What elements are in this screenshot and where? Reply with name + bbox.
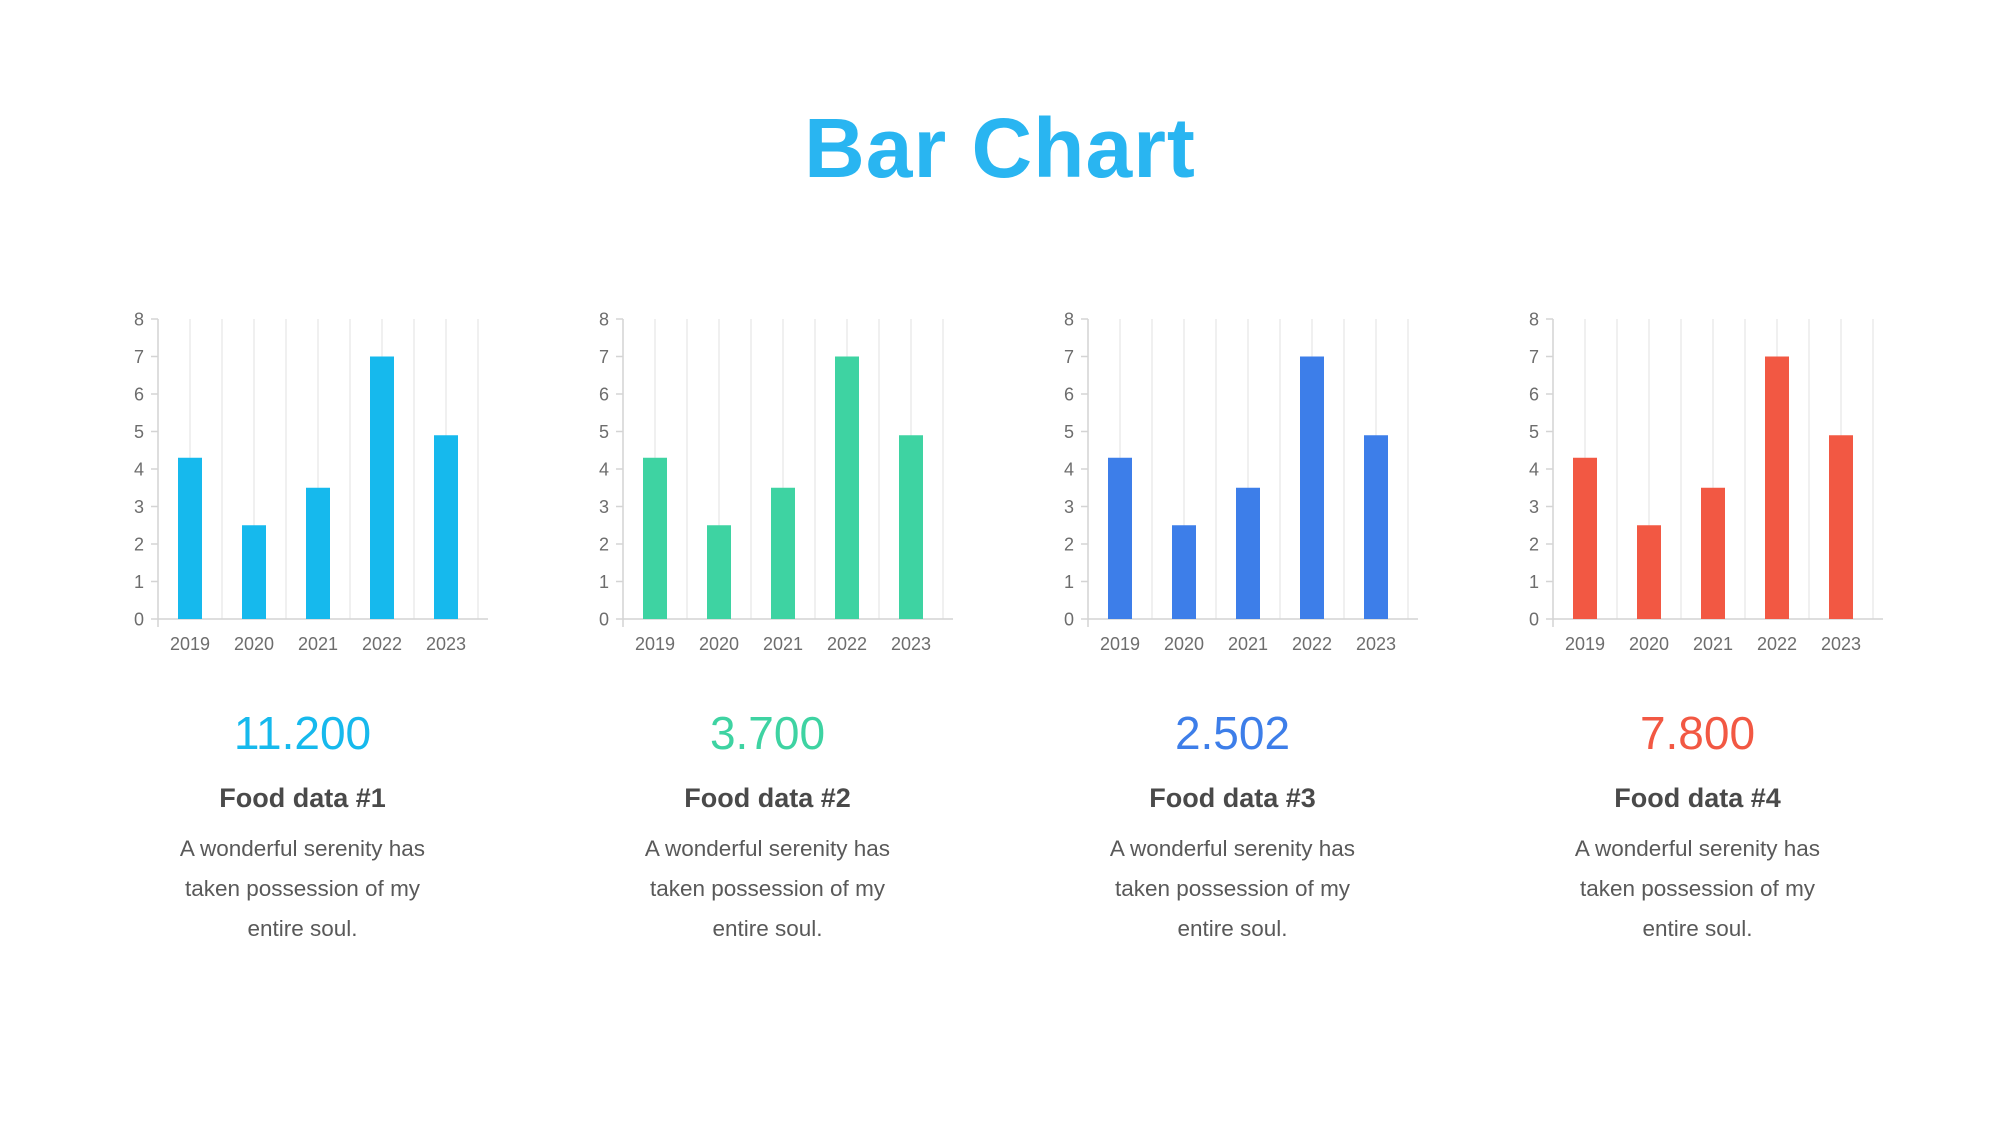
svg-text:3: 3 — [598, 497, 608, 517]
svg-text:7: 7 — [598, 347, 608, 367]
svg-text:6: 6 — [1528, 385, 1538, 405]
bar-chart: 0 1 2 3 4 5 6 7 8 2019 2020 2021 2022 2023 — [598, 310, 953, 654]
svg-text:8: 8 — [598, 310, 608, 330]
svg-text:8: 8 — [1063, 310, 1073, 330]
svg-text:2022: 2022 — [1756, 634, 1796, 654]
svg-text:2019: 2019 — [169, 634, 209, 654]
card-description: A wonderful serenity has taken possessio… — [644, 836, 891, 942]
svg-text:5: 5 — [1063, 422, 1073, 442]
svg-text:2020: 2020 — [698, 634, 738, 654]
svg-text:6: 6 — [133, 385, 143, 405]
metric-value: 2.502 — [1174, 707, 1291, 759]
page-title: Bar Chart — [804, 101, 1196, 195]
svg-text:2021: 2021 — [297, 634, 337, 654]
svg-text:0: 0 — [598, 610, 608, 630]
svg-text:7: 7 — [1063, 347, 1073, 367]
svg-text:1: 1 — [1528, 572, 1538, 592]
slide: Bar Chart 0 1 2 3 4 5 6 7 8 2019 2020 2021 2022 2023 … — [0, 96, 2000, 1125]
svg-text:2023: 2023 — [890, 634, 930, 654]
svg-text:4: 4 — [1528, 460, 1538, 480]
card-title: Food data #1 — [219, 783, 386, 814]
svg-text:1: 1 — [133, 572, 143, 592]
svg-text:2021: 2021 — [1227, 634, 1267, 654]
bar-chart: 0 1 2 3 4 5 6 7 8 2019 2020 2021 2022 2023 — [1528, 310, 1883, 654]
bar-chart: 0 1 2 3 4 5 6 7 8 2019 2020 2021 2022 2023 — [133, 310, 488, 654]
svg-text:3: 3 — [1528, 497, 1538, 517]
card-description: A wonderful serenity has taken possessio… — [179, 836, 426, 942]
chart-card: 0 1 2 3 4 5 6 7 8 2019 2020 2021 2022 2023 11.200 Foo… — [70, 309, 535, 949]
svg-text:2: 2 — [598, 535, 608, 555]
svg-text:1: 1 — [1063, 572, 1073, 592]
metric-value: 11.200 — [233, 707, 372, 759]
svg-text:5: 5 — [1528, 422, 1538, 442]
svg-text:2: 2 — [1528, 535, 1538, 555]
svg-text:7: 7 — [1528, 347, 1538, 367]
svg-text:2021: 2021 — [762, 634, 802, 654]
svg-text:2023: 2023 — [1355, 634, 1395, 654]
svg-text:2021: 2021 — [1692, 634, 1732, 654]
svg-text:2020: 2020 — [1628, 634, 1668, 654]
svg-text:2023: 2023 — [425, 634, 465, 654]
svg-text:1: 1 — [598, 572, 608, 592]
svg-text:5: 5 — [133, 422, 143, 442]
svg-text:2: 2 — [1063, 535, 1073, 555]
card-title: Food data #4 — [1614, 783, 1781, 814]
svg-text:6: 6 — [1063, 385, 1073, 405]
svg-text:3: 3 — [133, 497, 143, 517]
svg-text:4: 4 — [133, 460, 143, 480]
bar-chart: 0 1 2 3 4 5 6 7 8 2019 2020 2021 2022 2023 — [1063, 310, 1418, 654]
svg-text:2019: 2019 — [1099, 634, 1139, 654]
svg-text:6: 6 — [598, 385, 608, 405]
svg-text:2023: 2023 — [1820, 634, 1860, 654]
svg-text:5: 5 — [598, 422, 608, 442]
card-description: A wonderful serenity has taken possessio… — [1109, 836, 1356, 942]
chart-card: 0 1 2 3 4 5 6 7 8 2019 2020 2021 2022 2023 7.800 Food… — [1465, 309, 1930, 949]
svg-text:2020: 2020 — [233, 634, 273, 654]
svg-text:2: 2 — [133, 535, 143, 555]
svg-text:2019: 2019 — [634, 634, 674, 654]
metric-value: 3.700 — [709, 707, 826, 759]
svg-text:3: 3 — [1063, 497, 1073, 517]
svg-text:8: 8 — [1528, 310, 1538, 330]
chart-card: 0 1 2 3 4 5 6 7 8 2019 2020 2021 2022 2023 2.502 Food… — [1000, 309, 1465, 949]
card-title: Food data #2 — [684, 783, 851, 814]
svg-text:0: 0 — [1063, 610, 1073, 630]
svg-text:2020: 2020 — [1163, 634, 1203, 654]
svg-text:8: 8 — [133, 310, 143, 330]
card-title: Food data #3 — [1149, 783, 1316, 814]
svg-text:2022: 2022 — [1291, 634, 1331, 654]
svg-text:4: 4 — [598, 460, 608, 480]
svg-text:0: 0 — [1528, 610, 1538, 630]
svg-text:2019: 2019 — [1564, 634, 1604, 654]
svg-text:2022: 2022 — [826, 634, 866, 654]
svg-text:7: 7 — [133, 347, 143, 367]
svg-text:4: 4 — [1063, 460, 1073, 480]
svg-text:0: 0 — [133, 610, 143, 630]
metric-value: 7.800 — [1639, 707, 1756, 759]
svg-text:2022: 2022 — [361, 634, 401, 654]
card-description: A wonderful serenity has taken possessio… — [1574, 836, 1821, 942]
charts-row: 0 1 2 3 4 5 6 7 8 2019 2020 2021 2022 2023 11.200 Foo… — [70, 309, 1930, 949]
chart-card: 0 1 2 3 4 5 6 7 8 2019 2020 2021 2022 2023 3.700 Food… — [535, 309, 1000, 949]
